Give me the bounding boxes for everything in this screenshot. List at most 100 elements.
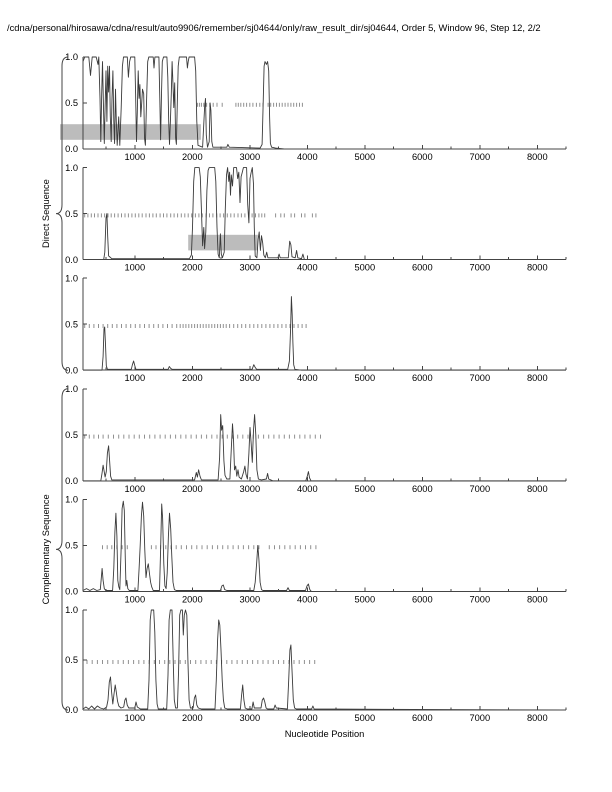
x-tick-label: 8000 (527, 152, 548, 162)
y-tick-label: 1.0 (65, 163, 78, 173)
probability-curve (83, 167, 566, 261)
probability-curve (83, 296, 566, 371)
y-tick-label: 1.0 (65, 273, 78, 283)
match-position-ticks (196, 102, 303, 107)
y-tick-label: 0.0 (65, 587, 78, 597)
x-tick-label: 3000 (239, 152, 260, 162)
x-tick-label: 8000 (527, 484, 548, 494)
probability-curve (83, 414, 566, 482)
group-brace (55, 56, 69, 371)
group-label: Direct Sequence (41, 179, 51, 248)
x-tick-label: 6000 (412, 152, 433, 162)
y-tick-label: 0.5 (65, 209, 78, 219)
window-highlight-bar (60, 124, 201, 140)
x-tick-label: 6000 (412, 484, 433, 494)
x-tick-label: 6000 (412, 263, 433, 273)
x-tick-label: 5000 (354, 594, 375, 604)
y-tick-label: 0.0 (65, 476, 78, 486)
x-tick-label: 3000 (239, 263, 260, 273)
x-tick-label: 3000 (239, 484, 260, 494)
axes (82, 56, 567, 150)
group-brace (55, 388, 69, 711)
x-tick-label: 2000 (182, 594, 203, 604)
x-tick-label: 1000 (124, 594, 145, 604)
x-tick-label: 5000 (354, 152, 375, 162)
x-tick-label: 7000 (469, 263, 490, 273)
match-position-ticks (84, 324, 307, 328)
x-tick-label: 6000 (412, 373, 433, 383)
y-tick-label: 1.0 (65, 52, 78, 62)
x-tick-label: 2000 (182, 713, 203, 723)
y-tick-label: 0.0 (65, 365, 78, 375)
x-tick-label: 8000 (527, 263, 548, 273)
x-axis-title: Nucleotide Position (285, 729, 365, 739)
axes (82, 609, 567, 711)
axes (82, 388, 567, 482)
match-position-ticks (102, 545, 317, 550)
x-tick-label: 1000 (124, 713, 145, 723)
x-tick-label: 2000 (182, 152, 203, 162)
sequence-probability-figure: 1000 2000 3000 4000 5000 6000 7000 8000 0.0 0.5 1.… (41, 52, 567, 739)
x-tick-label: 7000 (469, 152, 490, 162)
y-tick-label: 0.0 (65, 705, 78, 715)
y-tick-label: 0.5 (65, 430, 78, 440)
x-tick-label: 4000 (297, 263, 318, 273)
y-tick-label: 0.5 (65, 319, 78, 329)
x-tick-label: 2000 (182, 263, 203, 273)
x-tick-label: 4000 (297, 484, 318, 494)
x-tick-label: 8000 (527, 373, 548, 383)
y-tick-label: 0.5 (65, 98, 78, 108)
axes (82, 498, 567, 592)
x-tick-label: 4000 (297, 373, 318, 383)
x-tick-label: 5000 (354, 713, 375, 723)
y-tick-label: 1.0 (65, 605, 78, 615)
subplot-direct-1: 1000 2000 3000 4000 5000 6000 7000 8000 0.0 0.5 1.… (60, 52, 567, 162)
x-tick-label: 7000 (469, 373, 490, 383)
subplot-complementary-2: 1000 2000 3000 4000 5000 6000 7000 8000 0.0 0.5 1.… (65, 495, 567, 604)
x-tick-label: 3000 (239, 594, 260, 604)
x-tick-label: 6000 (412, 713, 433, 723)
x-tick-label: 3000 (239, 713, 260, 723)
match-position-ticks (84, 434, 321, 439)
probability-curve (82, 609, 567, 711)
y-tick-label: 1.0 (65, 384, 78, 394)
probability-curve (82, 500, 566, 592)
y-tick-label: 0.0 (65, 255, 78, 265)
y-tick-label: 0.5 (65, 655, 78, 665)
y-tick-label: 0.5 (65, 541, 78, 551)
x-tick-label: 5000 (354, 373, 375, 383)
window-highlight-bar (188, 234, 258, 251)
result-path-header: /cdna/personal/hirosawa/cdna/result/auto… (7, 22, 541, 33)
axes (82, 277, 567, 371)
x-tick-label: 4000 (297, 594, 318, 604)
x-tick-label: 5000 (354, 263, 375, 273)
x-tick-label: 5000 (354, 484, 375, 494)
x-tick-label: 1000 (124, 484, 145, 494)
x-tick-label: 1000 (124, 373, 145, 383)
x-tick-label: 2000 (182, 373, 203, 383)
x-tick-label: 1000 (124, 152, 145, 162)
x-tick-label: 2000 (182, 484, 203, 494)
x-tick-label: 4000 (297, 152, 318, 162)
x-tick-label: 7000 (469, 594, 490, 604)
subplot-complementary-1: 1000 2000 3000 4000 5000 6000 7000 8000 0.0 0.5 1.… (65, 384, 567, 494)
subplot-direct-3: 1000 2000 3000 4000 5000 6000 7000 8000 0.0 0.5 1.… (65, 273, 567, 383)
x-tick-label: 1000 (124, 263, 145, 273)
probability-curve (82, 56, 566, 150)
subplot-direct-2: 1000 2000 3000 4000 5000 6000 7000 8000 0.0 0.5 1.… (65, 163, 567, 273)
subplot-complementary-3: 1000 2000 3000 4000 5000 6000 7000 8000 0.0 0.5 1.… (65, 605, 567, 723)
match-position-ticks (86, 660, 316, 664)
x-tick-label: 4000 (297, 713, 318, 723)
axes (82, 167, 567, 261)
group-label: Complementary Sequence (41, 494, 51, 604)
y-tick-label: 0.0 (65, 144, 78, 154)
x-tick-label: 7000 (469, 484, 490, 494)
x-tick-label: 3000 (239, 373, 260, 383)
x-tick-label: 6000 (412, 594, 433, 604)
x-tick-label: 8000 (527, 594, 548, 604)
y-tick-label: 1.0 (65, 495, 78, 505)
x-tick-label: 7000 (469, 713, 490, 723)
x-tick-label: 8000 (527, 713, 548, 723)
match-position-ticks (84, 213, 317, 218)
